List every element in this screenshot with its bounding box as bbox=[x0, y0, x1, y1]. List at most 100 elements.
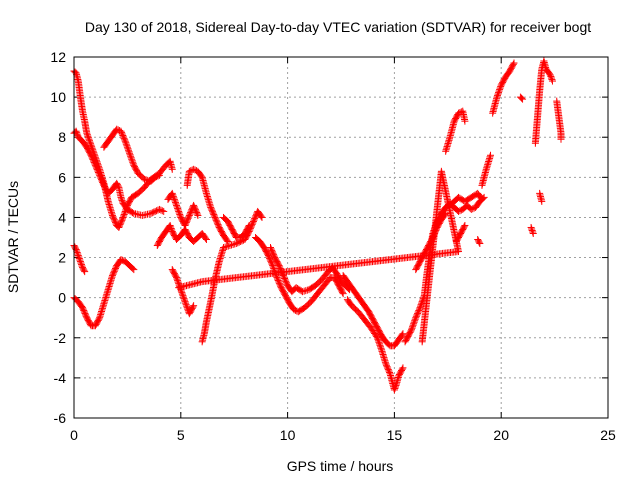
y-tick-label: 0 bbox=[58, 290, 66, 306]
data-point bbox=[184, 216, 192, 224]
data-point bbox=[274, 276, 282, 284]
data-point bbox=[110, 269, 118, 277]
data-point bbox=[73, 130, 81, 138]
data-point bbox=[118, 195, 126, 203]
data-point bbox=[174, 277, 182, 285]
data-point bbox=[275, 278, 283, 286]
data-point bbox=[172, 200, 180, 208]
data-point bbox=[249, 219, 257, 227]
data-point bbox=[175, 207, 183, 215]
data-point bbox=[190, 201, 198, 209]
data-point bbox=[182, 219, 190, 227]
x-tick-label: 20 bbox=[493, 427, 509, 443]
data-point bbox=[88, 153, 96, 161]
y-tick-label: -6 bbox=[54, 410, 67, 426]
data-point bbox=[142, 176, 150, 184]
data-point bbox=[120, 212, 128, 220]
data-point bbox=[265, 253, 273, 261]
data-point bbox=[108, 272, 116, 280]
data-point bbox=[232, 240, 240, 248]
data-point bbox=[190, 302, 198, 310]
data-point bbox=[74, 252, 82, 260]
data-point bbox=[75, 253, 83, 261]
data-point bbox=[127, 154, 135, 162]
y-tick-label: -2 bbox=[54, 330, 67, 346]
data-point bbox=[185, 213, 193, 221]
data-point bbox=[108, 211, 116, 219]
data-point bbox=[300, 287, 308, 295]
y-tick-label: 6 bbox=[58, 169, 66, 185]
data-point bbox=[557, 135, 565, 143]
data-point bbox=[73, 249, 81, 257]
data-point bbox=[87, 151, 95, 159]
data-point bbox=[84, 134, 92, 142]
data-point bbox=[184, 214, 192, 222]
data-point bbox=[299, 288, 307, 296]
data-point bbox=[181, 298, 189, 306]
data-point bbox=[202, 234, 210, 242]
data-point bbox=[128, 157, 136, 165]
data-point bbox=[95, 315, 103, 323]
data-point bbox=[174, 204, 182, 212]
data-point bbox=[122, 140, 130, 148]
data-point bbox=[223, 236, 231, 244]
x-tick-label: 10 bbox=[280, 427, 296, 443]
data-point bbox=[251, 213, 259, 221]
y-tick-label: 12 bbox=[50, 49, 66, 65]
data-point bbox=[155, 171, 163, 179]
data-point bbox=[375, 340, 383, 348]
data-point bbox=[89, 156, 97, 164]
data-point bbox=[174, 206, 182, 214]
data-point bbox=[202, 236, 210, 244]
data-point bbox=[173, 203, 181, 211]
data-point bbox=[97, 176, 105, 184]
data-point bbox=[171, 197, 179, 205]
data-point bbox=[212, 216, 220, 224]
data-point bbox=[229, 241, 237, 249]
data-point bbox=[178, 290, 186, 298]
data-point bbox=[282, 279, 290, 287]
data-point bbox=[494, 90, 502, 98]
data-point bbox=[117, 193, 125, 201]
data-point bbox=[210, 211, 218, 219]
data-point bbox=[97, 174, 105, 182]
data-point bbox=[91, 160, 99, 168]
data-point bbox=[224, 242, 232, 250]
data-point bbox=[187, 209, 195, 217]
data-point bbox=[125, 148, 133, 156]
data-point bbox=[123, 142, 131, 150]
data-point bbox=[99, 178, 107, 186]
data-point bbox=[150, 208, 158, 216]
data-point bbox=[517, 94, 525, 102]
data-point bbox=[214, 221, 222, 229]
y-tick-label: 8 bbox=[58, 129, 66, 145]
data-point bbox=[82, 311, 90, 319]
y-tick-label: 4 bbox=[58, 209, 66, 225]
data-point bbox=[377, 344, 385, 352]
data-point bbox=[487, 151, 495, 159]
data-point bbox=[90, 157, 98, 165]
data-point bbox=[528, 225, 536, 233]
data-point bbox=[410, 320, 418, 328]
data-point bbox=[269, 263, 277, 271]
y-tick-label: -4 bbox=[54, 370, 67, 386]
data-point bbox=[207, 203, 215, 211]
data-point bbox=[114, 182, 122, 190]
data-point bbox=[303, 286, 311, 294]
data-point bbox=[493, 92, 501, 100]
data-point bbox=[96, 171, 104, 179]
data-point bbox=[173, 201, 181, 209]
data-point bbox=[87, 140, 95, 148]
data-point bbox=[155, 205, 163, 213]
data-point bbox=[119, 132, 127, 140]
data-point bbox=[182, 301, 190, 309]
data-point bbox=[275, 262, 283, 270]
data-point bbox=[183, 217, 191, 225]
grid-lines bbox=[74, 57, 608, 418]
data-point bbox=[124, 146, 132, 154]
data-point bbox=[129, 209, 137, 217]
data-point bbox=[94, 168, 102, 176]
data-point bbox=[127, 152, 135, 160]
data-point bbox=[192, 207, 200, 215]
